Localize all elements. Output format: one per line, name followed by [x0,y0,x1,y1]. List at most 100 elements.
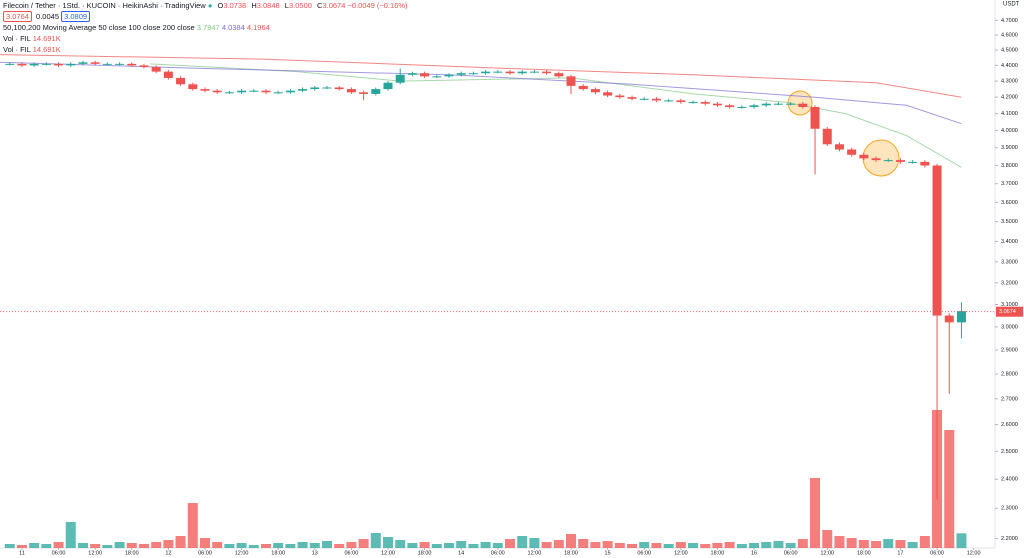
candle-body [822,128,832,145]
candle-body [749,105,759,107]
ma-value: 3.7947 [196,23,220,32]
candle-body [334,87,344,90]
volume-bar [846,538,857,548]
candle-body [932,165,942,316]
volume-bar [309,543,320,548]
candle-body [798,103,808,107]
y-tick-label: 4.7000 [1001,18,1018,24]
volume-bar [41,544,52,548]
y-tick-label: 3.1000 [1001,302,1018,308]
volume-bar [248,545,259,548]
y-tick-label: 4.5000 [1001,48,1018,54]
volume-bar [321,541,332,548]
volume-row: Vol · FIL 14.691K [3,33,408,44]
y-tick-label: 2.6000 [1001,422,1018,428]
volume-bar [956,533,967,548]
candle-body [298,89,308,91]
volume-bar [151,542,162,548]
y-tick-label: 4.4000 [1001,63,1018,69]
candle-body [468,73,478,75]
ohlc-value: 3.0848 [256,1,280,10]
candle-body [627,97,637,99]
volume-bar [4,544,15,548]
volume-bar [126,543,137,548]
volume-bar [90,544,101,548]
candle-body [163,71,173,78]
y-tick-label: 2.7000 [1001,396,1018,402]
moving-average-line [150,63,962,168]
volume-bar [907,542,918,548]
candle-body [481,71,491,74]
ask[interactable]: 3.0809 [61,11,91,22]
candle-body [859,154,869,159]
volume-bar [358,539,369,548]
volume-bar [871,541,882,548]
x-tick-label: 12:00 [88,550,102,556]
volume-bar [688,543,699,548]
x-tick-label: 06:00 [198,550,212,556]
x-tick-label: 06:00 [637,550,651,556]
x-tick-label: 18:00 [271,550,285,556]
last-price-box [996,306,1023,317]
candle-body [237,90,247,93]
candle-body [261,90,271,93]
candle-body [17,63,27,66]
volume-bar [590,542,601,548]
volume-bar [663,544,674,548]
candle-body [810,106,820,129]
bid[interactable]: 3.0764 [3,11,32,22]
x-tick-label: 12:00 [674,550,688,556]
x-tick-label: 12:00 [381,550,395,556]
axis-unit: USDT [1003,2,1020,8]
x-tick-label: 18:00 [711,550,725,556]
candle-body [895,160,905,162]
ma-row: 50,100,200 Moving Average 50 close 100 c… [3,22,408,33]
quote-row: 3.0764 0.0045 3.0809 [3,11,408,22]
volume-bar [102,545,113,548]
candle-body [883,160,893,162]
candle-body [29,63,39,66]
volume-bar [797,539,808,548]
candle-body [566,76,576,86]
volume-bar [761,542,772,548]
candle-body [456,73,466,75]
candle-body [102,63,112,65]
volume-bar [614,543,625,548]
volume-bar [651,543,662,548]
y-tick-label: 3.3000 [1001,259,1018,265]
volume-bar [492,543,503,548]
x-tick-label: 06:00 [784,550,798,556]
candle-body [505,71,515,74]
volume-bar [260,544,271,548]
candle-body [176,77,186,85]
volume-bar [224,544,235,548]
x-tick-label: 13 [312,550,318,556]
candle-body [383,82,393,90]
candle-body [224,92,234,94]
volume-bar [273,543,284,548]
volume-bar [517,536,528,548]
candle-body [78,62,88,64]
y-tick-label: 3.0000 [1001,324,1018,330]
y-tick-label: 4.2000 [1001,95,1018,101]
candle-body [725,105,735,107]
candle-body [444,74,454,77]
x-tick-label: 06:00 [345,550,359,556]
candle-body [90,62,100,64]
candle-body [285,90,295,93]
volume-bar [346,542,357,548]
volume-bar [822,530,833,548]
candle-body [200,89,210,91]
candle-body [688,102,698,104]
volume-bar [736,544,747,548]
candle-body [395,74,405,83]
volume-value: 14.691K [32,34,61,43]
candle-body [651,98,661,101]
volume-label: Vol · FIL [3,34,31,43]
candle-body [603,92,613,96]
x-tick-label: 18:00 [418,550,432,556]
x-tick-label: 12:00 [967,550,981,556]
y-tick-label: 2.4000 [1001,477,1018,483]
volume-bar [187,503,198,548]
